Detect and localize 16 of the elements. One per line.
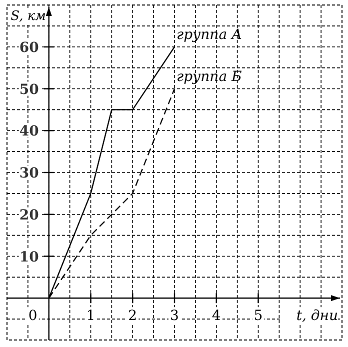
series-label: группа А [176,26,242,43]
y-axis-title: S, км [10,9,46,24]
x-tick-label: 4 [212,308,221,324]
y-tick-label: 50 [19,82,40,98]
y-tick-label: 30 [19,166,40,182]
x-tick-label: 3 [170,308,179,324]
y-tick-label: 20 [19,207,40,224]
y-tick-label: 40 [19,124,40,140]
x-axis-title: t, дни [296,308,338,324]
y-tick-label: 10 [19,249,40,266]
y-tick-label: 60 [19,40,40,56]
x-tick-label: 5 [254,308,263,324]
x-tick-label: 2 [128,308,138,324]
series-label: группа Б [176,68,242,85]
x-tick-label: 1 [86,308,96,324]
annotation: 0 [28,308,38,324]
